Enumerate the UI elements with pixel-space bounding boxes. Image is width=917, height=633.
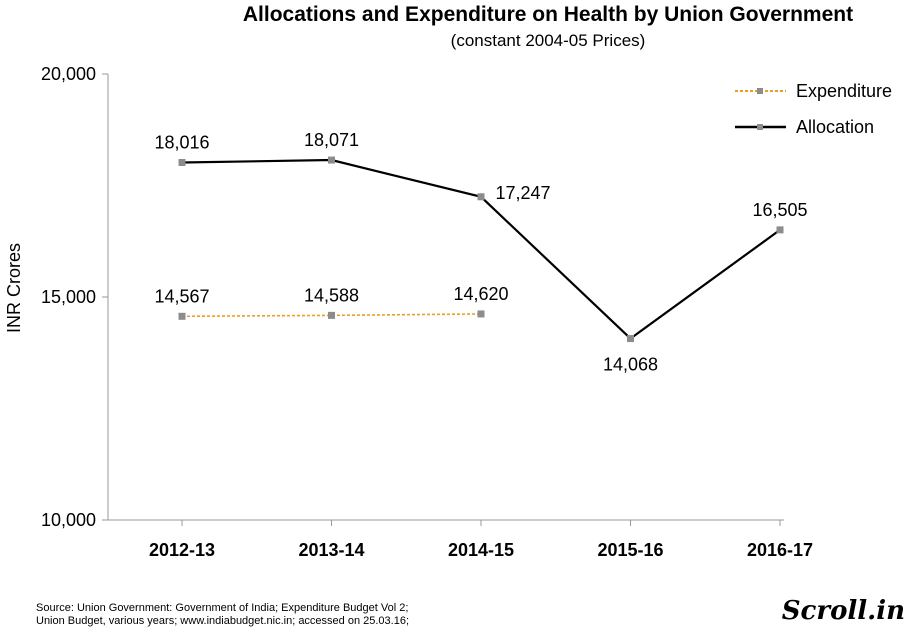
- data-label: 14,620: [453, 284, 508, 304]
- data-point: [178, 158, 186, 166]
- x-tick-label: 2013-14: [298, 540, 364, 560]
- data-point: [627, 335, 634, 343]
- legend-allocation-label: Allocation: [796, 117, 874, 137]
- x-tick-label: 2016-17: [747, 540, 813, 560]
- y-tick-label: 20,000: [41, 64, 96, 84]
- data-point: [328, 156, 335, 164]
- x-tick-label: 2012-13: [149, 540, 215, 560]
- data-label: 17,247: [495, 183, 550, 203]
- data-point: [178, 312, 186, 320]
- legend-expenditure-label: Expenditure: [796, 81, 892, 101]
- data-labels: 14,567 14,588 14,620 18,016 18,071 17,247 14,0…: [154, 130, 807, 375]
- data-point: [328, 311, 335, 319]
- source-line-1: Source: Union Government: Government of …: [36, 602, 409, 614]
- data-point: [477, 193, 485, 201]
- x-tick-label: 2014-15: [448, 540, 514, 560]
- axes: 10,000 15,000 20,000 2012-13 2013-14 2014-15 2…: [41, 64, 813, 560]
- source-note: Source: Union Government: Government of …: [36, 602, 556, 628]
- chart-title: Allocations and Expenditure on Health by…: [243, 3, 853, 26]
- data-label: 14,567: [154, 286, 209, 306]
- chart-subtitle: (constant 2004-05 Prices): [451, 31, 646, 50]
- legend: Expenditure Allocation: [735, 81, 892, 137]
- data-label: 16,505: [752, 200, 807, 220]
- data-label: 14,588: [304, 285, 359, 305]
- data-label: 18,016: [154, 132, 209, 152]
- y-axis-label: INR Crores: [4, 243, 24, 333]
- data-label: 18,071: [304, 130, 359, 150]
- data-label: 14,068: [603, 355, 658, 375]
- x-tick-label: 2015-16: [597, 540, 663, 560]
- data-point: [477, 310, 485, 318]
- legend-expenditure-marker: [757, 88, 763, 94]
- legend-allocation-marker: [757, 124, 763, 130]
- y-tick-label: 15,000: [41, 287, 96, 307]
- data-point: [776, 226, 784, 234]
- series-layer: [178, 156, 784, 343]
- scroll-logo: Scroll.in: [781, 596, 905, 626]
- source-line-2: Union Budget, various years; www.indiabu…: [36, 615, 410, 627]
- y-tick-label: 10,000: [41, 510, 96, 530]
